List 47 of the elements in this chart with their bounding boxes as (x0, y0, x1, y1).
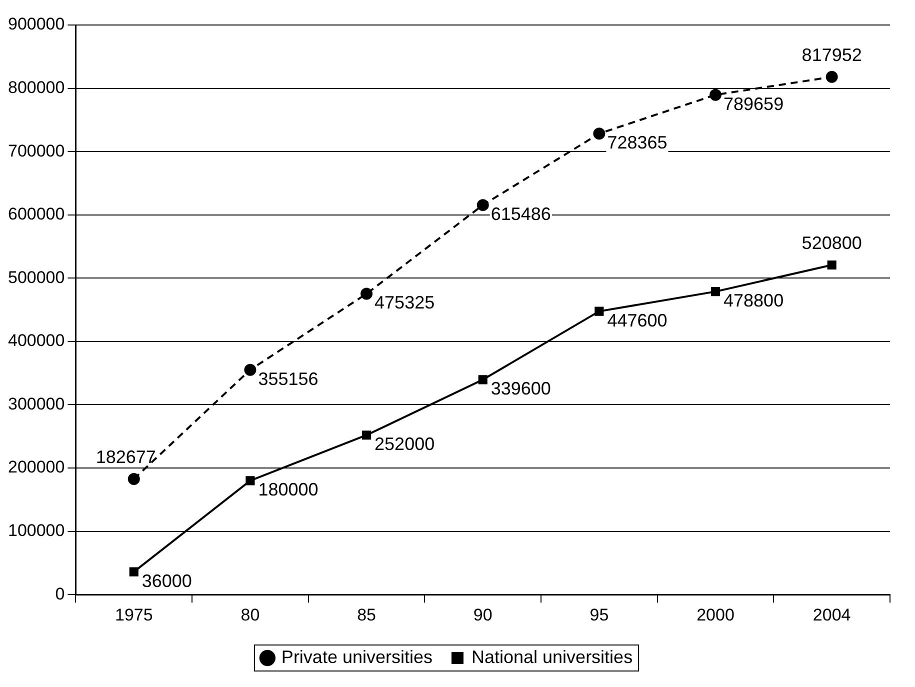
point (244, 364, 256, 376)
point (246, 476, 255, 486)
y-tick-label: 0 (55, 584, 65, 604)
data-label: 36000 (142, 570, 192, 591)
y-tick-label: 300000 (8, 394, 65, 414)
y-tick-label: 900000 (8, 14, 65, 34)
data-label: 447600 (607, 310, 668, 330)
x-tick-label: 90 (473, 605, 492, 624)
point (710, 287, 720, 296)
legend-label: Private universities (281, 646, 432, 667)
y-tick-label: 500000 (8, 268, 65, 287)
y-tick-label: 200000 (8, 458, 65, 477)
legend-label: National universities (471, 646, 633, 667)
data-label: 475325 (374, 292, 435, 313)
point (129, 567, 138, 576)
point (710, 88, 722, 101)
x-tick-label: 85 (357, 605, 376, 624)
data-label: 339600 (490, 378, 551, 399)
data-label: 180000 (258, 480, 318, 500)
y-tick-label: 600000 (8, 204, 65, 224)
point (593, 128, 606, 140)
data-label: 355156 (258, 368, 318, 389)
data-label: 182677 (96, 446, 156, 467)
data-label: 615486 (490, 204, 551, 224)
point (478, 375, 488, 384)
data-label: 789659 (724, 94, 784, 114)
x-tick-label: 95 (590, 605, 609, 624)
x-tick-label: 2000 (696, 605, 734, 624)
point (827, 260, 836, 270)
data-label: 728365 (607, 132, 668, 153)
point (128, 472, 140, 485)
point (360, 288, 373, 300)
y-tick-label: 800000 (8, 78, 65, 97)
x-tick-label: 2004 (812, 605, 851, 624)
y-tick-label: 400000 (8, 331, 65, 350)
point (362, 430, 372, 440)
x-tick-label: 80 (240, 605, 260, 624)
point (594, 306, 604, 316)
y-tick-label: 100000 (8, 521, 65, 540)
data-label: 478800 (724, 290, 784, 311)
data-label: 520800 (802, 232, 862, 253)
point (826, 70, 838, 83)
data-label: 252000 (374, 434, 435, 454)
y-tick-label: 700000 (8, 141, 65, 160)
x-tick-label: 1975 (114, 605, 153, 624)
point (476, 199, 489, 212)
data-label: 817952 (802, 44, 862, 65)
